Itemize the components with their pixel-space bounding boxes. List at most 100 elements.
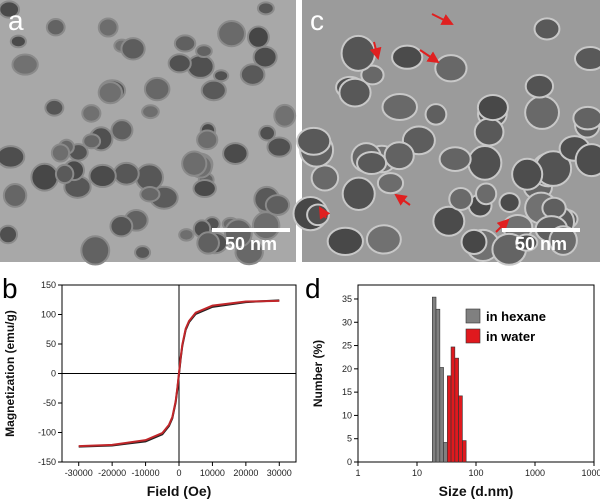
arrow (495, 218, 510, 233)
particle (82, 133, 102, 150)
particle (54, 163, 75, 185)
particle (266, 136, 293, 158)
x-tick-label: 1000 (525, 468, 545, 478)
particle (246, 25, 270, 49)
y-tick-label: 30 (342, 317, 352, 327)
bar (447, 375, 452, 463)
panel-label: d (305, 273, 321, 304)
panel-label: b (2, 273, 18, 304)
particle (475, 182, 498, 206)
particle (476, 93, 509, 122)
arrow (369, 41, 382, 60)
particle (473, 117, 505, 147)
particle (109, 214, 134, 238)
particle (173, 34, 197, 53)
x-axis-label: Size (d.nm) (439, 483, 514, 499)
bar (435, 308, 441, 463)
particle (0, 224, 19, 245)
y-tick-label: 5 (347, 434, 352, 444)
bar (439, 367, 444, 463)
particle (213, 69, 230, 83)
particle (326, 226, 364, 257)
particle (338, 77, 372, 108)
x-tick-label: 10 (412, 468, 422, 478)
x-axis-label: Field (Oe) (147, 483, 212, 499)
particle (524, 73, 555, 99)
particle (432, 205, 466, 237)
particle (376, 172, 405, 195)
particle (181, 150, 208, 177)
y-tick-label: 0 (51, 369, 56, 379)
bar (432, 296, 437, 463)
x-tick-label: 100 (468, 468, 483, 478)
particle (120, 37, 146, 61)
scale-bar-label: 50 nm (225, 234, 277, 254)
y-tick-label: 35 (342, 294, 352, 304)
x-tick-label: 10000 (581, 468, 600, 478)
particle (467, 144, 503, 181)
particle (196, 129, 219, 151)
particle (438, 146, 472, 172)
bar (454, 357, 459, 463)
particle (448, 187, 474, 211)
y-tick-label: 0 (347, 457, 352, 467)
panel-label: c (310, 5, 324, 36)
particle (381, 92, 419, 121)
particle (434, 54, 468, 83)
particle (574, 143, 600, 178)
particle (224, 218, 253, 249)
y-tick-label: 50 (46, 339, 56, 349)
particle (515, 233, 539, 252)
y-tick-label: -50 (43, 398, 56, 408)
arrow (318, 206, 331, 220)
particle (264, 194, 291, 216)
particle (112, 161, 140, 186)
particle (296, 126, 332, 156)
particle (365, 224, 402, 255)
particle (256, 1, 275, 16)
particle (548, 225, 578, 256)
bar (450, 346, 456, 463)
x-tick-label: -10000 (132, 468, 160, 478)
particle (258, 124, 277, 142)
particle (11, 53, 39, 76)
particle (97, 81, 123, 105)
particle (310, 164, 340, 192)
arrow (431, 13, 454, 25)
arrow (419, 49, 440, 64)
particle (88, 163, 117, 189)
particle (460, 228, 488, 256)
scale-bar (212, 228, 290, 232)
particle (391, 44, 424, 70)
y-tick-label: 150 (41, 280, 56, 290)
x-tick-label: -20000 (98, 468, 126, 478)
particle (2, 183, 28, 208)
particle (196, 231, 220, 255)
particle (200, 79, 227, 102)
y-tick-label: 25 (342, 341, 352, 351)
scale-bar (502, 228, 580, 232)
particle (498, 192, 521, 213)
particle (273, 103, 297, 128)
particle (178, 228, 195, 242)
particle (167, 53, 192, 74)
particle (45, 18, 66, 37)
particle (360, 64, 385, 86)
legend-label: in water (486, 329, 535, 344)
particle (573, 46, 600, 72)
particle (222, 142, 249, 165)
curve (78, 299, 280, 448)
bar (458, 395, 463, 463)
scale-bar-label: 50 nm (515, 234, 567, 254)
particle (192, 178, 217, 199)
particle (134, 245, 152, 260)
particle (356, 150, 388, 176)
particle (97, 17, 119, 38)
panel-label: a (8, 5, 24, 36)
x-tick-label: 30000 (267, 468, 292, 478)
particle (511, 157, 544, 191)
y-tick-label: 20 (342, 364, 352, 374)
particle (195, 44, 213, 58)
